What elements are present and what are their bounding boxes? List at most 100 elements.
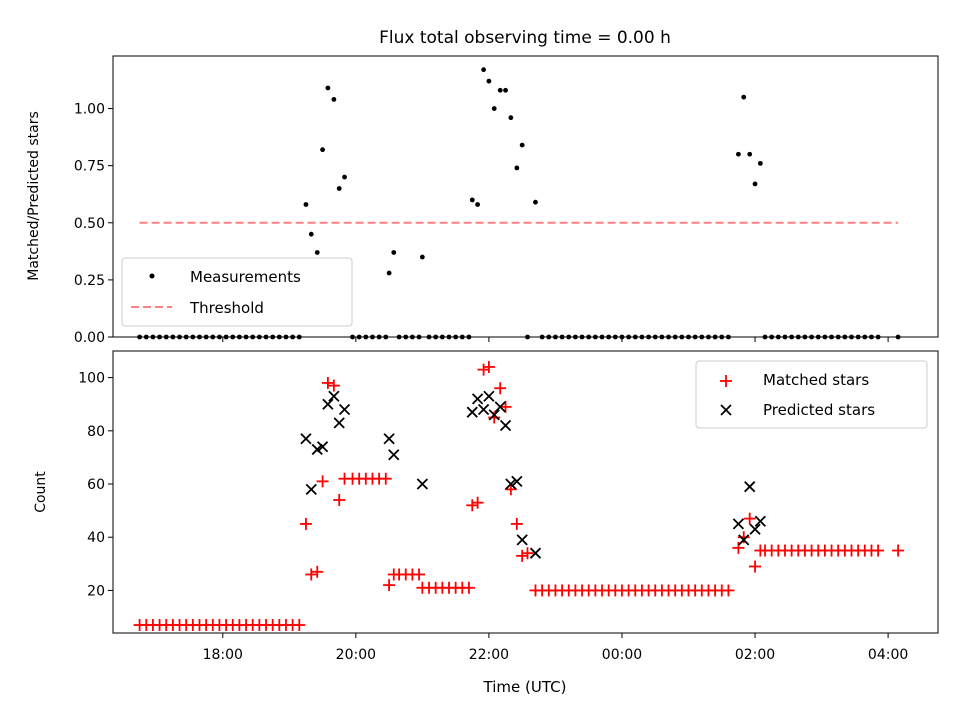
data-point-predicted-stars xyxy=(333,417,345,429)
data-point-matched-stars xyxy=(722,584,735,597)
data-point-measurements xyxy=(719,334,725,340)
data-point-measurements xyxy=(752,181,758,187)
data-point-measurements xyxy=(626,334,632,340)
data-point-measurements xyxy=(757,160,763,166)
data-point-measurements xyxy=(276,334,282,340)
data-point-matched-stars xyxy=(510,517,523,530)
data-point-measurements xyxy=(632,334,638,340)
bottom-x-tick-label: 04:00 xyxy=(868,647,908,663)
legend-threshold-label: Threshold xyxy=(189,299,264,317)
data-point-measurements xyxy=(469,197,475,203)
data-point-matched-stars xyxy=(316,475,329,488)
data-point-measurements xyxy=(453,334,459,340)
data-point-measurements xyxy=(599,334,605,340)
data-point-measurements xyxy=(533,199,538,205)
data-point-measurements xyxy=(525,334,530,340)
data-point-predicted-stars xyxy=(466,406,478,418)
data-point-matched-stars xyxy=(749,560,762,573)
data-point-predicted-stars xyxy=(322,398,334,410)
data-point-measurements xyxy=(612,334,618,340)
data-point-predicted-stars xyxy=(511,475,523,487)
data-point-measurements xyxy=(243,334,249,340)
bottom-y-tick-label: 40 xyxy=(87,530,105,546)
data-point-measurements xyxy=(659,334,665,340)
data-point-measurements xyxy=(639,334,645,340)
data-point-measurements xyxy=(409,334,415,340)
data-point-measurements xyxy=(566,334,572,340)
bottom-x-tick-label: 18:00 xyxy=(203,647,243,663)
data-point-measurements xyxy=(686,334,691,340)
data-point-measurements xyxy=(283,334,289,340)
data-point-measurements xyxy=(256,334,262,340)
data-point-matched-stars xyxy=(477,363,490,376)
top-y-tick-label: 0.00 xyxy=(74,330,105,346)
data-point-measurements xyxy=(726,334,731,340)
data-point-predicted-stars xyxy=(488,409,500,421)
data-point-matched-stars xyxy=(737,531,750,544)
data-point-measurements xyxy=(270,334,276,340)
data-point-measurements xyxy=(383,334,389,340)
data-point-measurements xyxy=(706,334,711,340)
data-point-matched-stars xyxy=(379,472,392,485)
bottom-x-tick-label: 20:00 xyxy=(336,647,376,663)
legend-matched-label: Matched stars xyxy=(763,371,869,389)
data-point-measurements xyxy=(223,334,229,340)
data-point-measurements xyxy=(481,67,486,73)
data-point-predicted-stars xyxy=(477,403,490,416)
data-point-matched-stars xyxy=(516,549,529,562)
data-point-predicted-stars xyxy=(328,390,340,402)
data-point-measurements xyxy=(822,334,828,340)
data-point-measurements xyxy=(263,334,269,340)
data-point-measurements xyxy=(539,334,545,340)
top-chart-plot-area xyxy=(137,67,901,340)
bottom-legend: Matched stars Predicted stars xyxy=(695,360,928,429)
data-point-measurements xyxy=(514,165,520,171)
data-point-matched-stars xyxy=(743,512,756,525)
data-point-measurements xyxy=(692,334,698,340)
data-point-measurements xyxy=(875,334,881,340)
data-point-matched-stars xyxy=(321,376,334,389)
top-legend: Measurements Threshold xyxy=(121,257,353,327)
data-point-matched-stars xyxy=(499,400,512,413)
data-point-measurements xyxy=(606,334,612,340)
data-point-measurements xyxy=(157,334,162,340)
data-point-measurements xyxy=(203,334,209,340)
data-point-predicted-stars xyxy=(754,515,766,527)
data-point-measurements xyxy=(486,78,492,84)
data-point-matched-stars xyxy=(504,483,517,496)
bottom-y-tick-label: 20 xyxy=(87,583,105,599)
data-point-measurements xyxy=(137,334,143,340)
data-point-measurements xyxy=(546,334,552,340)
data-point-measurements xyxy=(150,334,156,340)
legend-predicted-marker xyxy=(720,404,732,416)
legend-matched-marker xyxy=(720,375,732,387)
data-point-predicted-stars xyxy=(732,518,745,530)
data-point-measurements xyxy=(325,85,331,91)
data-point-measurements xyxy=(895,334,901,340)
data-point-matched-stars xyxy=(299,517,312,530)
data-point-matched-stars xyxy=(462,581,475,594)
top-chart-title: Flux total observing time = 0.00 h xyxy=(379,28,671,48)
bottom-y-tick-label: 80 xyxy=(87,424,105,440)
bottom-y-axis-label: Count xyxy=(33,471,49,513)
top-chart: 0.00 0.25 0.50 0.75 1.00 Matched/Predicted s… xyxy=(26,55,939,346)
data-point-measurements xyxy=(396,334,402,340)
data-point-predicted-stars xyxy=(471,393,484,405)
legend-measurements-marker xyxy=(149,273,155,279)
data-point-measurements xyxy=(183,334,189,340)
data-point-matched-stars xyxy=(482,360,495,373)
data-point-measurements xyxy=(646,334,651,340)
data-point-matched-stars xyxy=(333,493,346,506)
data-point-measurements xyxy=(237,334,242,340)
data-point-measurements xyxy=(363,334,369,340)
data-point-measurements xyxy=(842,334,848,340)
data-point-measurements xyxy=(370,334,375,340)
bottom-x-tick-label: 00:00 xyxy=(602,647,642,663)
data-point-measurements xyxy=(586,334,592,340)
data-point-measurements xyxy=(508,115,514,121)
data-point-measurements xyxy=(331,97,337,102)
data-point-measurements xyxy=(170,334,176,340)
data-point-measurements xyxy=(592,334,598,340)
data-point-measurements xyxy=(177,334,182,340)
